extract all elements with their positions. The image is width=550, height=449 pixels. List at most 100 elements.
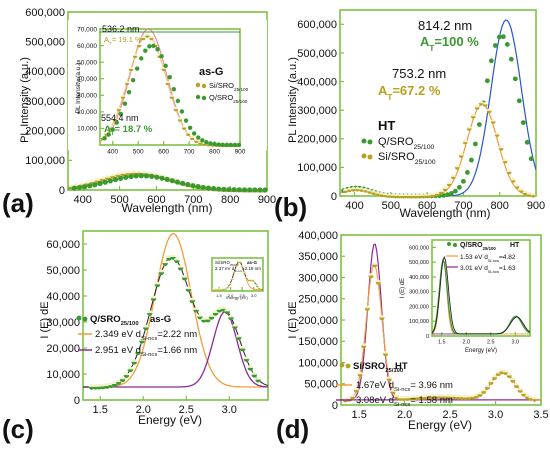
panel-b-si-point-half <box>522 193 528 196</box>
panel-d-data-point-half <box>532 399 538 402</box>
panel-b-si-point-half <box>402 195 408 199</box>
panel-a-inset-peak1: 536.2 nm <box>102 24 140 34</box>
panel-d-ytick-label: 350,000 <box>298 251 338 263</box>
panel-d-inset-legend-fit1: 1.53 eV dSi-ncs=4.82 <box>460 254 516 263</box>
panel-a-q-point <box>97 180 103 187</box>
panel-b-ytick-label: 200,000 <box>297 134 337 146</box>
panel-a-q-point <box>164 176 170 182</box>
panel-a-inset-legend-si-marker <box>195 82 201 88</box>
panel-c-inset-point-half <box>245 277 248 280</box>
panel-b-legend-q-marker <box>361 138 367 144</box>
panel-a-q-point <box>185 181 191 188</box>
panel-a-inset-q-point <box>163 63 168 69</box>
panel-a-inset-si-point-half <box>173 109 179 112</box>
panel-a-inset-q-point <box>232 142 238 148</box>
panel-a-inset-q-point <box>147 44 152 49</box>
panel-a-q-point <box>118 175 124 181</box>
panel-a-inset-q-point <box>143 48 148 53</box>
panel-b-legend-si-marker <box>367 154 373 160</box>
panel-d-xtick-label: 3.0 <box>488 409 503 421</box>
panel-d-ytick-label: 300,000 <box>298 272 338 284</box>
panel-b-si-point-half <box>494 134 500 137</box>
panel-c-data-point-half <box>104 386 110 389</box>
panel-a-inset-q-point <box>159 53 164 59</box>
panel-b-ytick-label: 0 <box>331 191 337 203</box>
panel-b-si-point-half <box>363 190 368 193</box>
panel-a-ytick-label: 100,000 <box>25 155 65 167</box>
panel-b-xtick-label: 500 <box>382 200 400 212</box>
panel-c-inset-point-half <box>236 261 240 263</box>
panel-b-si-point-half <box>406 195 412 199</box>
panel-c-inset-xtick-label: 3.0 <box>251 293 257 298</box>
panel-c-inset-point-half <box>253 282 257 284</box>
panel-c-inset-point-half <box>239 262 242 264</box>
panel-b-legend-si: Si/SRO25/100 <box>378 151 436 166</box>
panel-a-inset-xtick-label: 700 <box>184 149 195 156</box>
panel-a-inset-q-point <box>179 109 185 114</box>
panel-c-data-point-half <box>135 352 141 356</box>
panel-a-letter: (a) <box>2 188 34 218</box>
panel-b-ytick-label: 400,000 <box>297 76 337 88</box>
panel-b-q-point <box>484 78 490 84</box>
panel-a-inset-si-point-half <box>145 35 150 38</box>
panel-a-q-point <box>143 173 150 179</box>
panel-b-q-point <box>528 156 534 162</box>
panel-a-q-point <box>241 187 248 193</box>
panel-b-q-point <box>500 34 506 40</box>
panel-a-q-point <box>102 179 108 185</box>
panel-b-peak-q: 814.2 nm <box>418 18 472 33</box>
panel-b-q-point <box>461 178 466 184</box>
panel-c-data-point-half <box>208 316 215 320</box>
panel-a-inset-q-point <box>102 136 107 141</box>
panel-a-q-point <box>205 185 212 191</box>
panel-d-data-point-half <box>477 394 483 397</box>
panel-c-xtick-label: 2.5 <box>179 404 194 416</box>
panel-d-inset-legend-q: Q/SRO25/100 <box>460 242 496 251</box>
panel-b-q-point <box>520 120 526 126</box>
panel-c-ytick-label: 60,000 <box>46 239 80 251</box>
panel-a-inset-legend-q-marker <box>195 94 201 100</box>
panel-b-xtick-label: 600 <box>418 200 436 212</box>
panel-a-q-point <box>92 182 98 188</box>
panel-b-letter: (b) <box>274 192 307 222</box>
panel-a-inset-q-point <box>151 43 156 49</box>
panel-d-data-point-half <box>513 385 520 389</box>
panel-c-data-point-half <box>235 337 242 341</box>
panel-a-inset-ytick-label: 60,000 <box>77 43 97 50</box>
panel-c-inset-point-half <box>243 272 246 274</box>
panel-a-inset-ytick-label: 50,000 <box>77 59 97 66</box>
panel-c-ytick-label: 30,000 <box>46 317 80 329</box>
panel-b-q-point <box>492 43 498 48</box>
panel-c-inset-xtick-label: 1.5 <box>216 293 222 298</box>
panel-d-data-point-half <box>470 397 476 400</box>
panel-b-xlabel: Wavelength (nm) <box>400 206 491 220</box>
panel-c-data-point-half <box>170 256 176 260</box>
panel-c-inset-point-half <box>228 284 232 286</box>
panel-d-data-point-half <box>353 390 360 393</box>
panel-c-inset-point-half <box>220 289 223 291</box>
panel-a-inset-ytick-label: 20,000 <box>77 109 97 116</box>
panel-d-inset-ytick-label: 0 <box>426 334 429 340</box>
panel-b-xtick-label: 900 <box>527 200 545 212</box>
panel-a-xtick-label: 500 <box>110 194 128 206</box>
panel-c-inset-point-half <box>211 289 215 291</box>
panel-d-xtick-label: 1.5 <box>352 409 367 421</box>
panel-b-si-point-half <box>386 195 392 198</box>
panel-a-inset-frame <box>99 28 241 146</box>
panel-d-data-point-half <box>382 353 389 357</box>
panel-a-inset-q-point <box>208 141 213 146</box>
panel-c-data-point-half <box>173 260 180 264</box>
panel-c-ytick-label: 40,000 <box>46 291 80 303</box>
panel-d-ytick-label: 400,000 <box>298 230 338 242</box>
panel-b-si-point-half <box>526 194 532 197</box>
panel-c-xtick-label: 3.0 <box>222 404 237 416</box>
panel-c-inset-point-half <box>232 272 236 274</box>
panel-c-inset-title: as-G <box>247 260 258 265</box>
panel-c-data-point-half <box>185 289 192 292</box>
panel-b-xtick-label: 700 <box>454 200 472 212</box>
panel-a-inset-q-point <box>155 47 160 52</box>
panel-d-inset-xlabel: Energy (eV) <box>465 348 497 354</box>
panel-d-inset-xtick-label: 2.5 <box>487 340 495 346</box>
panel-a-inset-xtick-label: 900 <box>235 149 246 156</box>
panel-b-legend-q: Q/SRO25/100 <box>378 136 435 151</box>
